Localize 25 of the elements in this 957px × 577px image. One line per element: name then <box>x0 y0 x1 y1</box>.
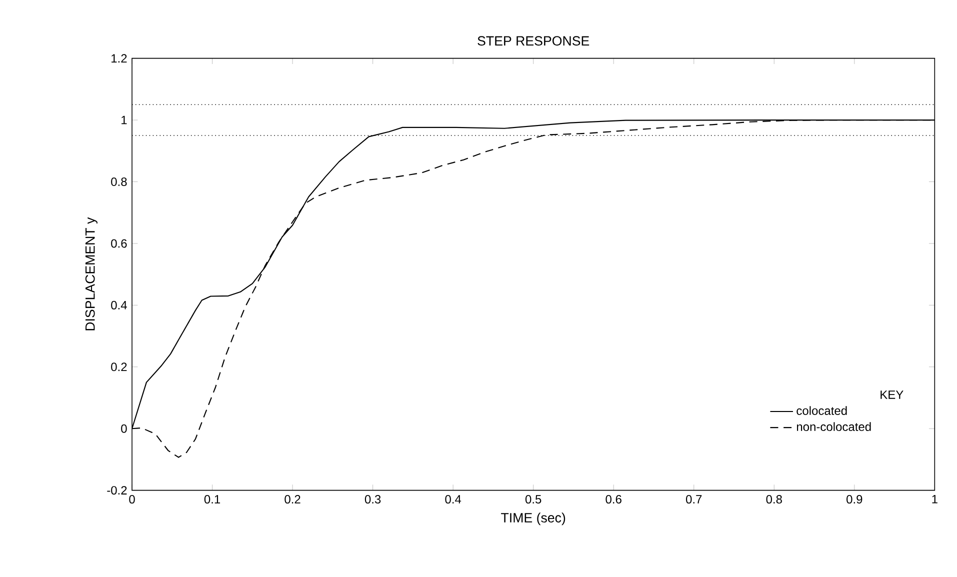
legend-label: colocated <box>796 406 847 415</box>
x-tick-label: 0.4 <box>445 495 462 504</box>
legend-title: KEY <box>880 390 904 399</box>
x-tick-label: 0.9 <box>846 495 862 504</box>
y-tick-label: 0.6 <box>111 239 127 248</box>
legend-label: non-colocated <box>796 422 871 432</box>
y-axis-title: DISPLACEMENT y <box>85 217 98 330</box>
x-axis-title: TIME (sec) <box>501 512 566 526</box>
y-tick-label: 0 <box>121 424 127 433</box>
x-tick-label: 0.2 <box>284 495 300 504</box>
y-tick-label: 1.2 <box>112 54 127 63</box>
x-tick-label: 0.8 <box>766 495 782 504</box>
y-tick-label: 0.2 <box>111 362 127 372</box>
y-tick-label: -0.2 <box>107 486 127 495</box>
x-tick-label: 0.3 <box>364 495 381 504</box>
y-tick-label: 1 <box>122 116 127 124</box>
x-tick-label: 0.5 <box>525 495 542 504</box>
x-tick-label: 0 <box>129 495 135 504</box>
y-tick-label: 0.4 <box>111 300 127 310</box>
chart-title: STEP RESPONSE <box>478 36 590 46</box>
x-tick-label: 0.1 <box>204 495 220 504</box>
y-tick-label: 0.8 <box>111 177 127 186</box>
x-tick-label: 0.7 <box>686 495 702 504</box>
x-tick-label: 0.6 <box>606 495 622 504</box>
x-tick-label: 1 <box>932 495 938 504</box>
